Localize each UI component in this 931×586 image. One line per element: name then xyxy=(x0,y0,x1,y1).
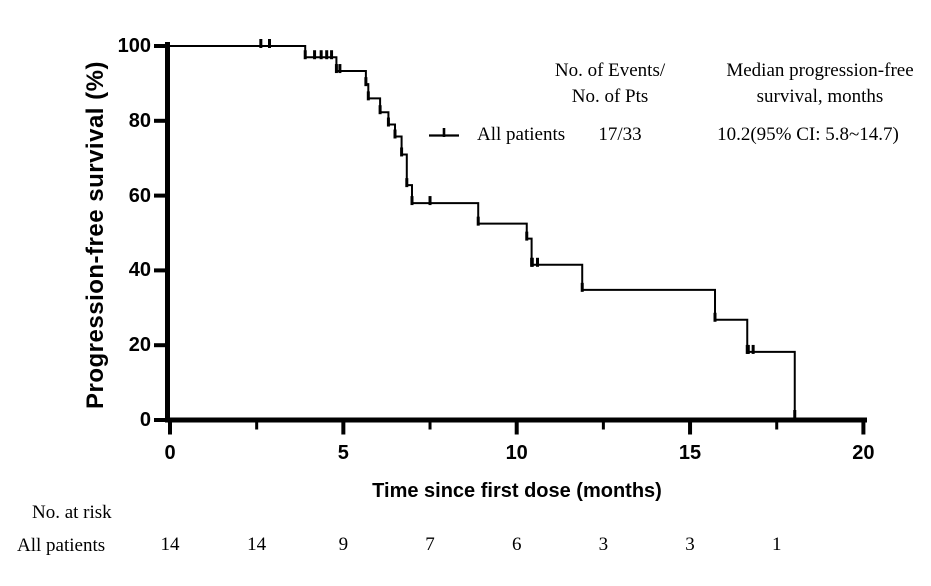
y-tick-label: 20 xyxy=(128,334,151,357)
y-tick-label: 100 xyxy=(117,35,151,57)
legend-header-median-line1: Median progression-free xyxy=(726,60,914,81)
x-tick-label: 5 xyxy=(337,442,349,464)
x-axis-title: Time since first dose (months) xyxy=(372,480,662,502)
x-tick-label: 0 xyxy=(164,442,176,464)
legend-header-events-line2: No. of Pts xyxy=(571,86,649,107)
y-tick-label: 60 xyxy=(128,184,151,207)
legend-header-median-line2: survival, months xyxy=(756,86,884,107)
x-tick-label: 10 xyxy=(505,442,528,464)
at-risk-value: 3 xyxy=(685,534,695,555)
legend-header-events: No. of Events/ No. of Pts xyxy=(510,58,710,110)
x-tick-label: 20 xyxy=(852,442,875,464)
at-risk-value: 14 xyxy=(160,534,180,555)
y-axis-title: Progression-free survival (%) xyxy=(82,61,109,409)
at-risk-title: No. at risk xyxy=(32,502,112,523)
at-risk-value: 14 xyxy=(247,534,267,555)
legend-header-events-line1: No. of Events/ xyxy=(554,60,666,81)
legend-series-label: All patients xyxy=(477,124,566,145)
at-risk-row-label: All patients xyxy=(17,535,106,556)
at-risk-value: 3 xyxy=(598,534,609,555)
at-risk-value: 6 xyxy=(511,534,522,555)
at-risk-value: 9 xyxy=(338,534,349,555)
legend-header-median: Median progression-free survival, months xyxy=(698,58,931,110)
legend-median-value: 10.2(95% CI: 5.8~14.7) xyxy=(717,124,899,145)
x-tick-label: 15 xyxy=(678,442,702,464)
y-tick-label: 80 xyxy=(128,109,151,132)
at-risk-value: 7 xyxy=(425,534,435,555)
legend-events-value: 17/33 xyxy=(598,124,642,145)
at-risk-value: 1 xyxy=(771,534,782,555)
y-tick-label: 40 xyxy=(128,259,151,282)
y-tick-label: 0 xyxy=(139,409,151,431)
